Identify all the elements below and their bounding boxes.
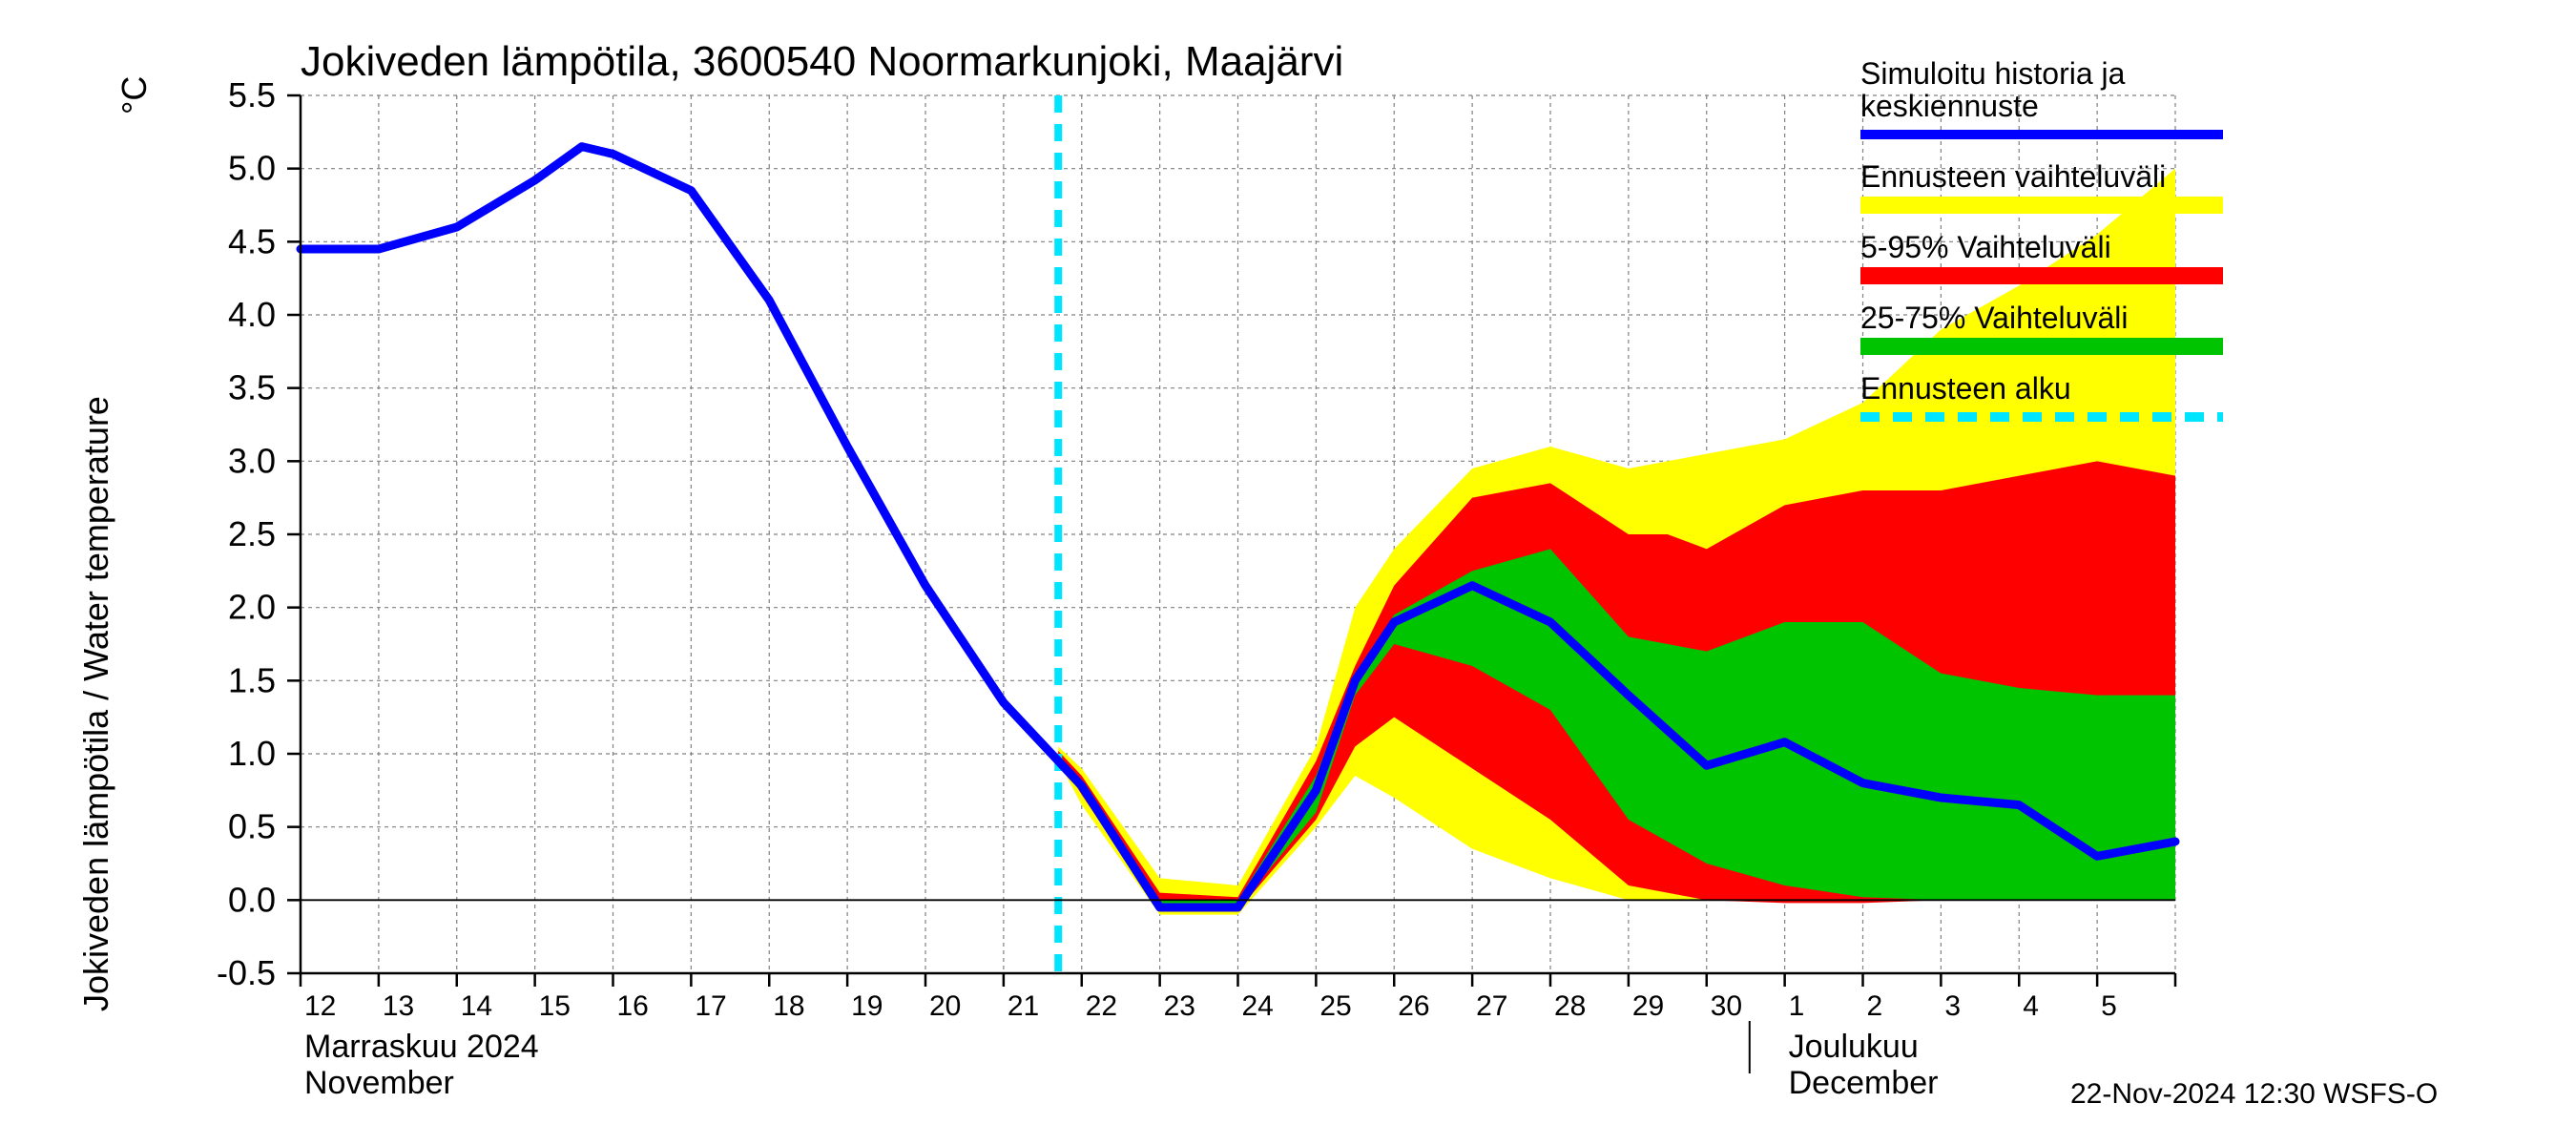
x-tick-label: 1 bbox=[1789, 990, 1805, 1022]
x-tick-label: 12 bbox=[304, 990, 336, 1022]
x-tick-label: 22 bbox=[1086, 990, 1117, 1022]
x-tick-label: 21 bbox=[1008, 990, 1039, 1022]
month2-fi: Joulukuu bbox=[1789, 1029, 1919, 1065]
month1-en: November bbox=[304, 1065, 454, 1101]
y-tick-label: 4.5 bbox=[228, 221, 276, 260]
x-tick-label: 4 bbox=[2023, 990, 2039, 1022]
x-tick-label: 23 bbox=[1164, 990, 1195, 1022]
x-tick-label: 15 bbox=[539, 990, 571, 1022]
month1-fi: Marraskuu 2024 bbox=[304, 1029, 539, 1065]
footer-timestamp: 22-Nov-2024 12:30 WSFS-O bbox=[2070, 1078, 2438, 1111]
legend-label: Ennusteen alku bbox=[1860, 371, 2071, 406]
y-tick-label: 2.0 bbox=[228, 588, 276, 627]
x-tick-label: 25 bbox=[1319, 990, 1351, 1022]
month2-en: December bbox=[1789, 1065, 1939, 1101]
legend-label: 25-75% Vaihteluväli bbox=[1860, 301, 2128, 335]
x-tick-label: 30 bbox=[1711, 990, 1742, 1022]
x-tick-label: 24 bbox=[1242, 990, 1274, 1022]
y-tick-label: 0.5 bbox=[228, 807, 276, 846]
x-tick-label: 17 bbox=[695, 990, 726, 1022]
x-tick-label: 19 bbox=[851, 990, 883, 1022]
y-tick-label: 3.0 bbox=[228, 441, 276, 480]
y-tick-label: 4.0 bbox=[228, 295, 276, 334]
x-tick-label: 18 bbox=[773, 990, 804, 1022]
chart-title: Jokiveden lämpötila, 3600540 Noormarkunj… bbox=[301, 38, 1343, 86]
y-tick-label: 0.0 bbox=[228, 880, 276, 919]
x-tick-label: 2 bbox=[1867, 990, 1883, 1022]
legend-label: keskiennuste bbox=[1860, 89, 2039, 123]
chart-svg: -0.5 0.0 0.5 1.0 1.5 2.0 2.5 3.0 3.5 4.0 4.5 5.0 5.5… bbox=[0, 0, 2576, 1145]
x-tick-label: 3 bbox=[1944, 990, 1961, 1022]
x-tick-label: 28 bbox=[1554, 990, 1586, 1022]
legend-label: 5-95% Vaihteluväli bbox=[1860, 230, 2111, 264]
x-tick-label: 5 bbox=[2101, 990, 2117, 1022]
y-tick-label: 3.5 bbox=[228, 368, 276, 407]
legend-label: Ennusteen vaihteluväli bbox=[1860, 159, 2166, 194]
y-axis-unit: °C bbox=[114, 76, 155, 114]
x-tick-label: 26 bbox=[1398, 990, 1429, 1022]
legend-swatch-band bbox=[1860, 197, 2223, 214]
x-tick-label: 16 bbox=[617, 990, 649, 1022]
legend-label: Simuloitu historia ja bbox=[1860, 56, 2126, 91]
x-tick-label: 27 bbox=[1476, 990, 1507, 1022]
legend-swatch-band bbox=[1860, 267, 2223, 284]
y-tick-label: -0.5 bbox=[217, 953, 276, 992]
y-tick-label: 5.0 bbox=[228, 149, 276, 188]
x-tick-label: 29 bbox=[1632, 990, 1664, 1022]
legend-swatch-band bbox=[1860, 338, 2223, 355]
y-tick-label: 1.5 bbox=[228, 660, 276, 699]
y-tick-label: 2.5 bbox=[228, 514, 276, 553]
x-tick-label: 14 bbox=[461, 990, 492, 1022]
y-tick-label: 1.0 bbox=[228, 734, 276, 773]
x-tick-label: 13 bbox=[383, 990, 414, 1022]
x-tick-label: 20 bbox=[929, 990, 961, 1022]
y-axis-label: Jokiveden lämpötila / Water temperature bbox=[76, 396, 116, 1011]
y-tick-label: 5.5 bbox=[228, 75, 276, 114]
